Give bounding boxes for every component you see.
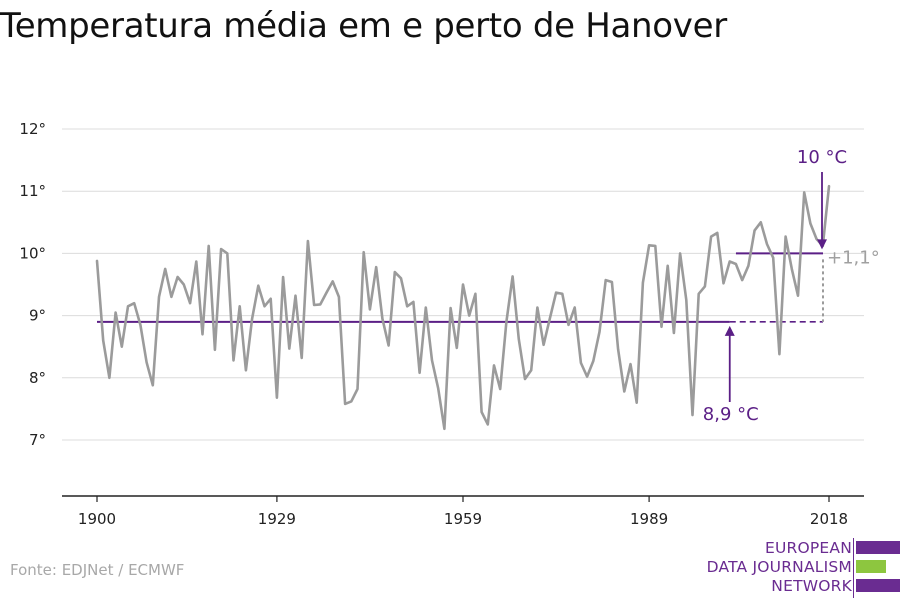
logo-bar-green xyxy=(856,560,886,573)
chart-title: Temperatura média em e perto de Hanover xyxy=(0,6,727,46)
y-tick-label-12: 12° xyxy=(19,120,46,138)
y-tick-label-8: 8° xyxy=(29,369,46,387)
logo-line-2: DATA JOURNALISM xyxy=(706,558,852,576)
logo-bar-purple-bottom xyxy=(856,579,900,592)
logo-line-3: NETWORK xyxy=(771,577,852,595)
baseline-label: 8,9 °C xyxy=(703,404,759,425)
difference-label: +1,1° xyxy=(827,248,880,269)
source-note: Fonte: EDJNet / ECMWF xyxy=(10,561,185,579)
logo-line-1: EUROPEAN xyxy=(764,539,852,557)
x-tick-label-1900: 1900 xyxy=(78,510,116,528)
y-tick-label-9: 9° xyxy=(29,307,46,325)
temperature-series-line xyxy=(95,184,831,431)
logo-divider xyxy=(853,538,854,598)
y-tick-label-7: 7° xyxy=(29,431,46,449)
baseline-arrow-head xyxy=(724,325,735,336)
x-tick-label-1959: 1959 xyxy=(444,510,482,528)
edjnet-logo: EUROPEAN DATA JOURNALISM NETWORK xyxy=(700,538,900,598)
recent-arrow-head xyxy=(817,239,827,250)
x-tick-label-2018: 2018 xyxy=(810,510,848,528)
recent-label: 10 °C xyxy=(797,147,847,168)
y-tick-label-11: 11° xyxy=(19,182,46,200)
y-tick-label-10: 10° xyxy=(19,244,46,262)
x-tick-label-1989: 1989 xyxy=(630,510,668,528)
logo-bar-purple-top xyxy=(856,541,900,554)
x-tick-label-1929: 1929 xyxy=(258,510,296,528)
